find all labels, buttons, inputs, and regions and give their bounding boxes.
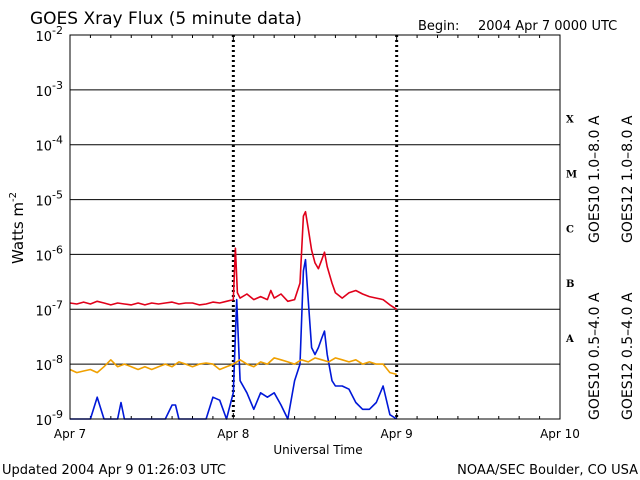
y-tick-label-4: 10-6 <box>35 243 63 264</box>
y-tick-label-5: 10-7 <box>35 298 63 319</box>
flare-class-a: A <box>565 334 574 345</box>
x-tick-label-2: Apr 9 <box>381 427 413 441</box>
y-axis-label-group: Watts m-2 <box>8 192 27 264</box>
chart-title: GOES Xray Flux (5 minute data) <box>30 9 302 29</box>
y-axis-label-exponent: -2 <box>8 192 19 202</box>
y-axis-label: Watts m <box>9 202 27 264</box>
x-axis-label: Universal Time <box>273 443 362 457</box>
grid-lines <box>70 34 560 420</box>
legend-bottom-0: GOES12 0.5–4.0 A <box>620 292 636 420</box>
svg-text:GOES10 0.5–4.0 A: GOES10 0.5–4.0 A <box>587 292 603 420</box>
begin-value: 2004 Apr 7 0000 UTC <box>478 19 617 34</box>
y-tick-label-3: 10-5 <box>35 189 63 210</box>
flare-class-x: X <box>566 115 574 126</box>
x-tick-label-0: Apr 7 <box>54 427 86 441</box>
day-divider-lines <box>231 35 399 419</box>
y-tick-label-1: 10-3 <box>35 79 63 100</box>
begin-label: Begin: <box>418 19 459 34</box>
y-axis-ticks: 10-2 10-3 10-4 10-5 10-6 10-7 10-8 10-9 <box>35 24 63 429</box>
legend-bottom-1: GOES10 0.5–4.0 A <box>587 292 603 420</box>
right-legend: GOES12 1.0–8.0 A GOES10 1.0–8.0 A GOES12 0… <box>587 115 636 420</box>
svg-text:GOES12 1.0–8.0 A: GOES12 1.0–8.0 A <box>620 115 636 243</box>
footer-updated: Updated 2004 Apr 9 01:26:03 UTC <box>2 463 226 478</box>
x-tick-label-3: Apr 10 <box>540 427 580 441</box>
y-tick-label-0: 10-2 <box>35 24 63 45</box>
y-tick-label-6: 10-8 <box>35 353 63 374</box>
legend-top-0: GOES12 1.0–8.0 A <box>620 115 636 243</box>
series-line-3 <box>69 357 397 376</box>
flare-class-labels: X M C B A <box>565 115 577 345</box>
flare-class-c: C <box>566 224 574 235</box>
svg-text:Watts m-2: Watts m-2 <box>8 192 27 264</box>
x-tick-label-1: Apr 8 <box>217 427 249 441</box>
y-tick-label-2: 10-4 <box>35 134 63 155</box>
series-line-0 <box>69 210 398 310</box>
svg-text:GOES12 0.5–4.0 A: GOES12 0.5–4.0 A <box>620 292 636 420</box>
x-axis-ticks: Apr 7 Apr 8 Apr 9 Apr 10 <box>54 35 580 441</box>
plot-frame <box>69 34 561 420</box>
footer-credit: NOAA/SEC Boulder, CO USA <box>457 463 638 478</box>
svg-text:GOES10 1.0–8.0 A: GOES10 1.0–8.0 A <box>587 115 603 243</box>
y-tick-label-7: 10-9 <box>35 408 63 429</box>
legend-top-1: GOES10 1.0–8.0 A <box>587 115 603 243</box>
flare-class-b: B <box>566 279 574 290</box>
flare-class-m: M <box>566 169 577 180</box>
